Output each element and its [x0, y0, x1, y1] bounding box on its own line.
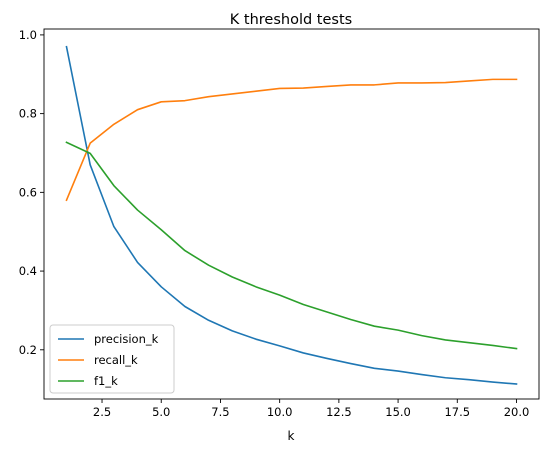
y-tick-label: 0.8 — [19, 107, 37, 121]
y-tick-label: 0.4 — [19, 264, 37, 278]
legend-label: f1_k — [94, 374, 118, 388]
x-tick-label: 20.0 — [504, 405, 530, 419]
x-tick-label: 12.5 — [326, 405, 352, 419]
y-tick-label: 0.6 — [19, 185, 37, 199]
plot-frame — [43, 28, 540, 400]
x-tick-label: 2.5 — [93, 405, 111, 419]
legend-label: precision_k — [94, 332, 159, 346]
series-line-f1-k — [65, 141, 518, 350]
legend-label: recall_k — [94, 353, 138, 367]
y-tick-label: 0.2 — [19, 343, 37, 357]
series-line-recall-k — [65, 78, 518, 202]
y-tick-label: 1.0 — [19, 28, 37, 42]
x-axis: 2.5 5.0 7.5 10.0 12.5 15.0 17.5 20.0 — [93, 399, 529, 419]
chart-title: K threshold tests — [230, 12, 352, 28]
legend-box — [49, 324, 175, 394]
series-layer — [65, 45, 518, 385]
x-tick-label: 15.0 — [385, 405, 411, 419]
series-line-precision-k — [65, 45, 518, 385]
x-axis-label: k — [288, 429, 295, 443]
x-tick-label: 5.0 — [152, 405, 170, 419]
x-tick-label: 10.0 — [267, 405, 293, 419]
x-tick-label: 7.5 — [211, 405, 229, 419]
x-tick-label: 17.5 — [444, 405, 470, 419]
y-axis: 0.2 0.4 0.6 0.8 1.0 — [19, 28, 44, 357]
legend: precision_k recall_k f1_k — [49, 324, 175, 394]
